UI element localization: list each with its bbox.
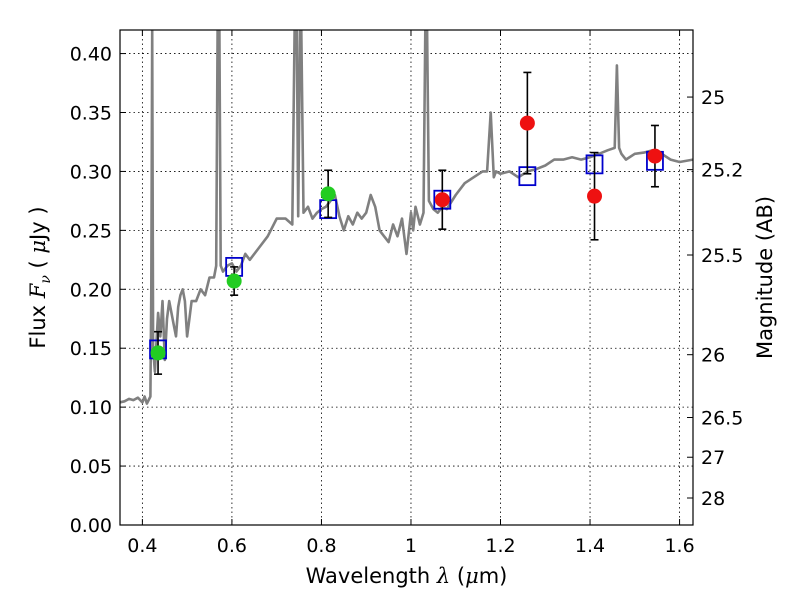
x-tick-label: 0.6 (217, 535, 247, 557)
x-tick-label: 1.2 (485, 535, 515, 557)
data-point (519, 115, 535, 131)
y-tick-label: 0.20 (70, 279, 112, 301)
y2-tick-label: 25.2 (701, 160, 743, 182)
data-point (320, 186, 336, 202)
axis-ticks: 0.4 0.6 0.8 1 1.2 1.4 1.6 0.00 0.05 0.10 0.15 0.20 0… (70, 30, 743, 557)
y-tick-label: 0.25 (70, 220, 112, 242)
y-axis-label: Flux Fν ( μJy ) (26, 206, 54, 348)
y2-tick-label: 28 (701, 488, 725, 510)
x-axis-label: Wavelength λ (μm) (306, 564, 508, 588)
x-tick-label: 1 (405, 535, 417, 557)
y2-tick-label: 26 (701, 345, 725, 367)
y-tick-label: 0.00 (70, 515, 112, 537)
y2-tick-label: 27 (701, 447, 725, 469)
y-tick-label: 0.40 (70, 44, 112, 66)
y-tick-label: 0.10 (70, 397, 112, 419)
data-point (434, 192, 450, 208)
markers (149, 71, 664, 375)
y2-tick-label: 26.5 (701, 408, 743, 430)
y2-tick-label: 25.5 (701, 245, 743, 267)
y-tick-label: 0.15 (70, 338, 112, 360)
model-spectrum-line (120, 30, 693, 405)
data-point (647, 148, 663, 164)
data-point (150, 345, 166, 361)
x-tick-label: 1.6 (664, 535, 694, 557)
plot-area (120, 30, 693, 405)
y2-tick-label: 25 (701, 87, 725, 109)
x-tick-label: 0.8 (306, 535, 336, 557)
grid-lines (120, 30, 693, 526)
secondary-y-axis-label: Magnitude (AB) (753, 196, 777, 359)
x-tick-label: 1.4 (575, 535, 605, 557)
y-tick-label: 0.05 (70, 456, 112, 478)
y-tick-label: 0.30 (70, 161, 112, 183)
data-point (226, 273, 242, 289)
data-point (587, 188, 603, 204)
x-tick-label: 0.4 (127, 535, 157, 557)
y-tick-label: 0.35 (70, 103, 112, 125)
plot-frame (119, 29, 694, 526)
